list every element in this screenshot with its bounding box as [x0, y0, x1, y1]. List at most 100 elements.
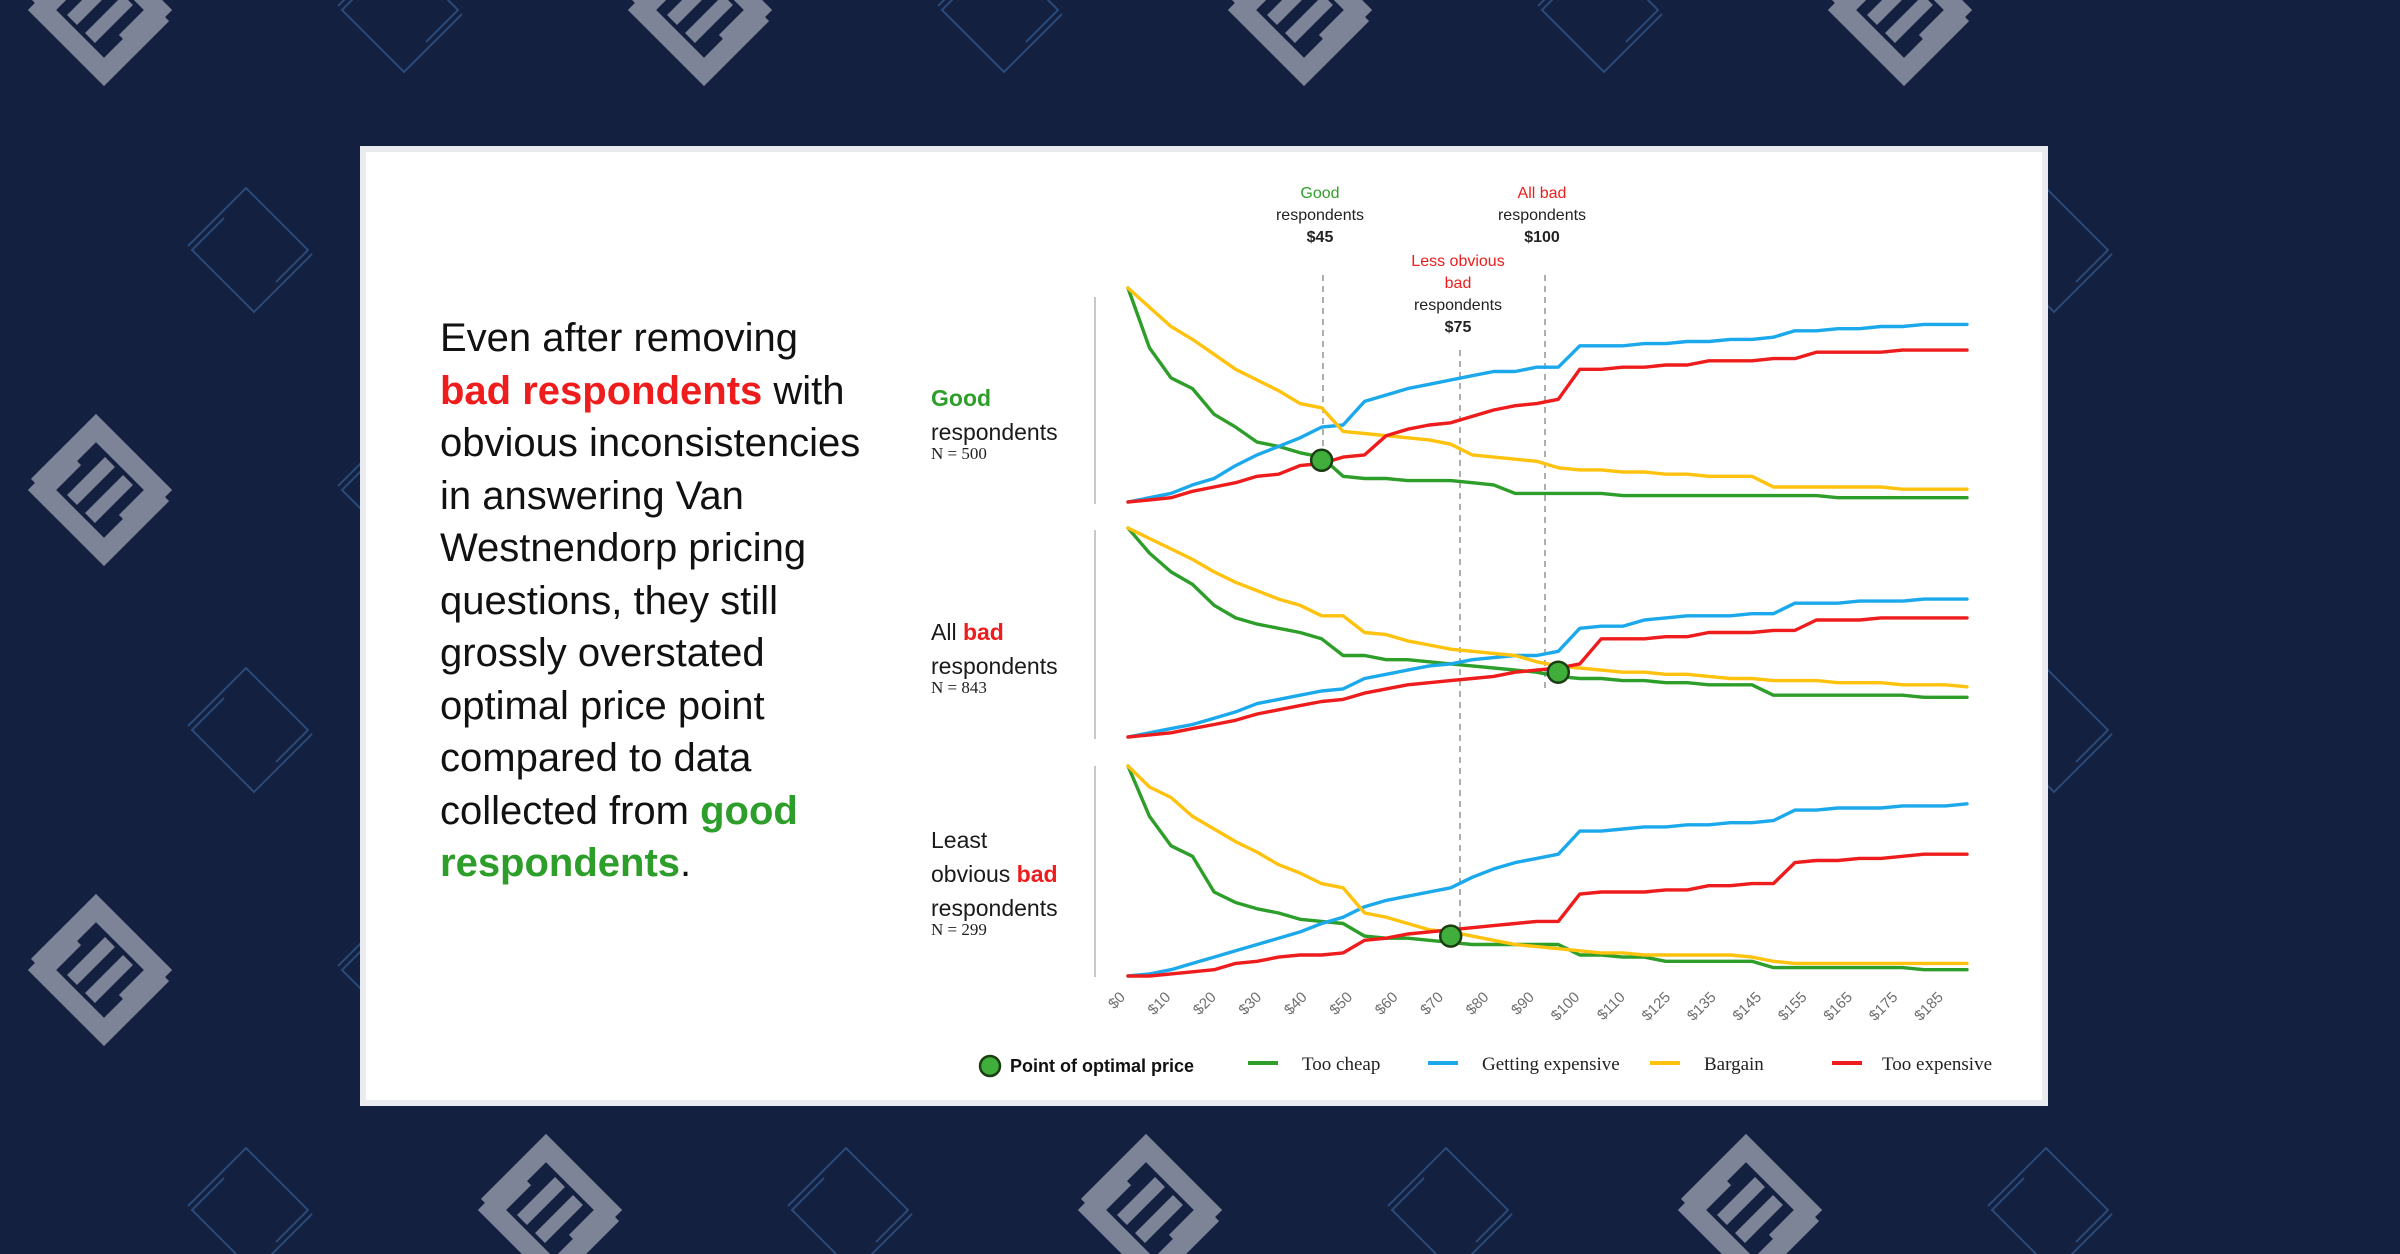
x-tick-label: $145	[1729, 989, 1765, 1025]
pattern-tile	[1387, 1147, 1513, 1254]
panel-all-bad-label-b: bad	[963, 619, 1004, 645]
legend-getting-expensive-label: Getting expensive	[1482, 1054, 1620, 1075]
pattern-tile	[38, 908, 162, 1032]
legend-bargain-label: Bargain	[1704, 1054, 1764, 1075]
legend-optimal-marker	[978, 1054, 1002, 1078]
x-tick-label: $125	[1639, 989, 1675, 1025]
chart-plots	[1126, 286, 1969, 978]
series-getting-expensive-all-bad-respondents	[1126, 597, 1969, 739]
pattern-tile	[1987, 1147, 2113, 1254]
panel-label-good: Good respondents N = 500	[931, 385, 1058, 463]
pattern-tile	[187, 667, 313, 793]
x-tick-label: $20	[1190, 989, 1220, 1019]
x-tick-label: $165	[1820, 989, 1856, 1025]
pattern-tile	[1838, 0, 1962, 72]
series-too-expensive-good-respondents	[1126, 348, 1969, 504]
x-tick-label: $135	[1684, 989, 1720, 1025]
x-tick-label: $110	[1594, 989, 1629, 1024]
panel-all-bad-n: N = 843	[931, 678, 987, 697]
intro-part-3: with obvious inconsistencies in answerin…	[440, 368, 861, 833]
pattern-tile	[38, 428, 162, 552]
legend: Point of optimal price Too cheap Getting…	[978, 1054, 1992, 1078]
annotation-good: Good respondents $45	[1276, 185, 1364, 246]
x-tick-label: $100	[1548, 989, 1584, 1025]
pattern-tile	[38, 0, 162, 72]
optimal-price-marker-good-respondents	[1309, 448, 1334, 473]
pattern-tile	[937, 0, 1063, 73]
intro-part-1: Even after removing	[440, 316, 798, 360]
annotation-all-bad-l2: respondents	[1498, 207, 1586, 224]
intro-bad-respondents: bad respondents	[440, 368, 763, 413]
x-tick-label: $185	[1911, 989, 1947, 1025]
series-bargain-all-bad-respondents	[1126, 526, 1969, 689]
panel-label-all-bad: All bad respondents N = 843	[931, 619, 1058, 697]
van-westendorp-chart: Good respondents $45 All bad respondents…	[931, 185, 1992, 1078]
series-getting-expensive-least-obvious-bad-respondents	[1126, 802, 1969, 978]
x-tick-label: $155	[1775, 989, 1811, 1025]
series-too-cheap-least-obvious-bad-respondents	[1126, 764, 1969, 972]
panel-label-least: Least obvious bad respondents N = 299	[931, 827, 1058, 939]
series-too-expensive-least-obvious-bad-respondents	[1126, 852, 1969, 978]
pattern-tile	[187, 1147, 313, 1254]
legend-optimal-label: Point of optimal price	[1010, 1056, 1194, 1076]
panel-least-label-d: respondents	[931, 895, 1058, 921]
panel-least-n: N = 299	[931, 920, 987, 939]
pattern-tile	[187, 187, 313, 313]
legend-too-expensive-label: Too expensive	[1882, 1054, 1992, 1075]
svg-text:All bad: All bad	[931, 619, 1004, 645]
annotation-good-l1: Good	[1300, 185, 1339, 202]
panel-good-n: N = 500	[931, 444, 987, 463]
pattern-tile	[488, 1148, 612, 1254]
annotation-less-obvious-l2: bad	[1445, 275, 1472, 292]
x-tick-label: $60	[1372, 989, 1402, 1019]
series-getting-expensive-good-respondents	[1126, 322, 1969, 504]
annotation-all-bad-l1: All bad	[1518, 185, 1567, 202]
pattern-tile	[337, 0, 463, 73]
panel-good-label-a: Good	[931, 385, 991, 411]
slide-card: Even after removing bad respondents with…	[366, 152, 2042, 1100]
legend-too-cheap-label: Too cheap	[1302, 1054, 1380, 1075]
annotation-less-obvious-l1: Less obvious	[1411, 253, 1504, 270]
x-tick-label: $10	[1145, 989, 1175, 1019]
optimal-price-marker-all-bad-respondents	[1546, 660, 1571, 684]
panel-all-bad-respondents	[1126, 526, 1969, 739]
series-too-cheap-good-respondents	[1126, 286, 1969, 500]
intro-good-respondents: good respondents	[440, 788, 798, 886]
annotation-less-obvious-price: $75	[1445, 319, 1472, 336]
svg-text:obvious bad: obvious bad	[931, 861, 1058, 887]
x-tick-label: $30	[1235, 989, 1265, 1019]
annotation-all-bad-price: $100	[1524, 229, 1560, 246]
pattern-tile	[638, 0, 762, 72]
optimal-price-marker-least-obvious-bad-respondents	[1438, 924, 1463, 948]
panel-least-label-b: obvious	[931, 861, 1017, 887]
pattern-tile	[1238, 0, 1362, 72]
annotation-less-obvious: Less obvious bad respondents $75	[1411, 253, 1504, 336]
pattern-tile	[1537, 0, 1663, 73]
panel-least-obvious-bad-respondents	[1126, 764, 1969, 978]
panel-least-label-a: Least	[931, 827, 988, 853]
x-tick-label: $70	[1417, 989, 1447, 1019]
annotation-good-price: $45	[1307, 229, 1334, 246]
x-tick-label: $175	[1866, 989, 1902, 1025]
x-tick-label: $0	[1105, 989, 1129, 1013]
intro-text: Even after removing bad respondents with…	[440, 312, 880, 890]
panel-least-label-c: bad	[1017, 861, 1058, 887]
panel-good-respondents	[1126, 286, 1969, 504]
pattern-tile	[787, 1147, 913, 1254]
x-axis-ticks: $0 $10 $20 $30 $40 $50 $60 $70 $80 $90 $100 $110 $12…	[1105, 989, 1947, 1025]
series-bargain-good-respondents	[1126, 286, 1969, 491]
annotation-less-obvious-l3: respondents	[1414, 297, 1502, 314]
intro-period: .	[680, 841, 692, 885]
annotation-good-l2: respondents	[1276, 207, 1364, 224]
panel-all-bad-label-c: respondents	[931, 653, 1058, 679]
series-bargain-least-obvious-bad-respondents	[1126, 764, 1969, 966]
x-tick-label: $90	[1508, 989, 1538, 1019]
x-tick-label: $40	[1281, 989, 1311, 1019]
annotation-all-bad: All bad respondents $100	[1498, 185, 1586, 246]
pattern-tile	[1688, 1148, 1812, 1254]
pattern-tile	[1088, 1148, 1212, 1254]
panel-good-label-b: respondents	[931, 419, 1058, 445]
panel-all-bad-label-a: All	[931, 619, 963, 645]
x-tick-label: $80	[1463, 989, 1493, 1019]
x-tick-label: $50	[1326, 989, 1356, 1019]
